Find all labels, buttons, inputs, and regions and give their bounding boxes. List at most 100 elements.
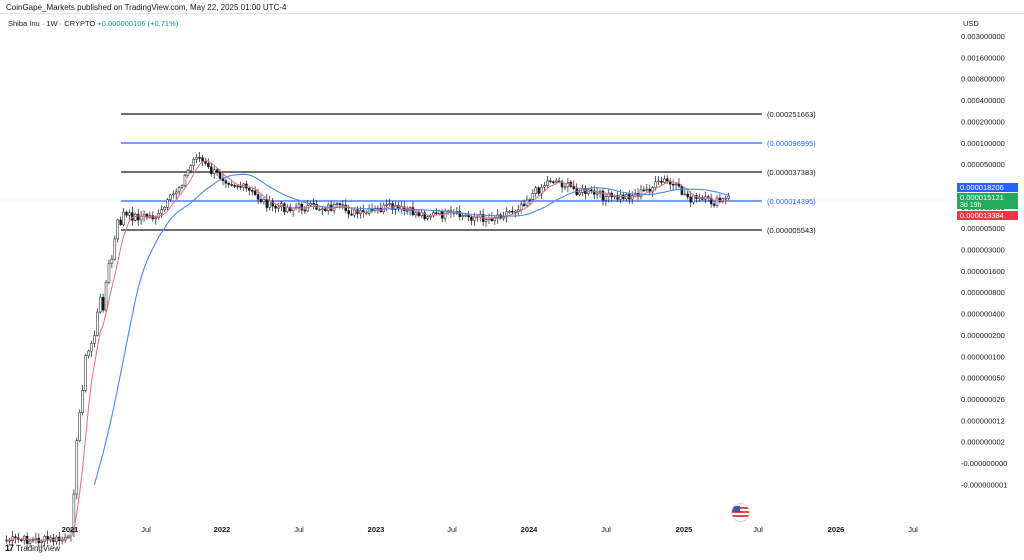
price-tick-label: 0.000001600 [961,267,1005,276]
candle-body [256,194,260,200]
candle-body [724,197,727,200]
candle-body [96,311,99,336]
price-tick-label: 0.000050000 [961,160,1005,169]
horizontal-levels: (0.000251663) (0.000096995) (0.000037383) (… [0,110,955,235]
candle-body [227,183,231,185]
symbol-legend[interactable]: Shiba Inu · 1W · CRYPTO +0.000000106 (+0… [8,19,178,28]
candle-body [528,199,532,201]
candle-body [122,211,125,225]
candle-body [297,203,301,208]
candle-body [709,197,713,205]
candle-body [20,539,23,541]
candle-body [402,206,406,211]
price-tag-countdown: 3d 19h [960,202,982,209]
candle-body [642,189,646,192]
candle-body [411,207,415,216]
candle-body [516,209,520,212]
price-tick-label: -0.000000001 [961,480,1007,489]
candle-body [549,180,552,183]
level-label: (0.000014395) [767,197,816,206]
price-tick-label: 0.000400000 [961,96,1005,105]
candle-body [288,206,292,212]
candle-body [417,212,421,217]
candle-body [654,181,657,188]
candle-body [546,180,549,186]
candle-body [572,186,575,189]
candle-body [201,157,204,162]
candle-body [291,207,295,212]
brand-name: TradingView [16,543,61,553]
candle-body [104,281,108,311]
candle-body [78,412,81,441]
price-change: +0.000000106 (+0.71%) [97,19,179,28]
candle-body [215,169,219,173]
candle-body [113,238,117,260]
time-tick-label: Jul [908,525,918,534]
candle-body [484,219,488,222]
price-tick-label: 0.000000400 [961,310,1005,319]
candle-body [718,197,722,202]
candle-body [590,189,593,192]
candle-body [525,199,529,206]
candle-body [189,165,193,171]
moving-averages [6,160,729,542]
price-tick-label: 0.000000050 [961,374,1005,383]
time-tick-label: 2023 [368,525,385,534]
price-tag [957,211,1018,220]
time-tick-label: 2022 [214,525,231,534]
candle-body [125,211,128,216]
level-label: (0.000251663) [767,110,816,119]
candle-body [34,537,38,540]
candle-body [522,203,526,206]
candle-body [508,211,511,213]
candle-body [154,217,157,220]
candle-body [660,180,663,183]
candle-body [87,350,90,356]
price-tag [957,183,1018,192]
candle-body [60,539,64,542]
price-tick-label: 0.000000012 [961,416,1005,425]
price-tick-label: 0.000800000 [961,75,1005,84]
candle-body [554,180,558,183]
candle-body [639,189,643,197]
candle-body [692,195,695,203]
candle-body [385,204,388,206]
price-tick-label: 0.003000000 [961,32,1005,41]
time-tick-label: Jul [294,525,304,534]
fast-ma-line [6,160,729,542]
candle-body [727,195,730,199]
tradingview-footer[interactable]: 17 TradingView [5,543,60,553]
candle-body [116,219,119,240]
candle-body [90,343,93,352]
price-tag-value: 0.000015121 [960,193,1004,202]
candle-body [75,440,79,495]
price-tick-label: 0.000005000 [961,224,1005,233]
time-tick-label: 2024 [521,525,539,534]
price-tick-label: 0.000000100 [961,352,1005,361]
candle-body [338,203,342,206]
candle-body [43,536,46,542]
candle-body [534,187,537,194]
price-tag [957,193,1018,209]
candle-body [686,193,689,198]
candle-body [239,186,242,188]
candle-body [423,212,426,219]
candle-body [110,258,114,264]
price-tag-value: 0.000013384 [960,211,1004,220]
candle-body [666,178,669,182]
candle-body [268,200,271,208]
level-label: (0.000005543) [767,226,816,235]
candle-body [131,212,134,221]
candle-body [677,183,681,187]
candle-body [300,203,304,211]
candle-body [712,203,716,206]
candles [5,151,730,550]
candle-body [429,215,432,218]
price-tick-label: 0.000000200 [961,331,1005,340]
candle-body [183,174,187,186]
candle-body [128,212,131,216]
flag-icon[interactable] [731,503,750,522]
candle-body [470,216,473,221]
candle-body [604,196,608,201]
